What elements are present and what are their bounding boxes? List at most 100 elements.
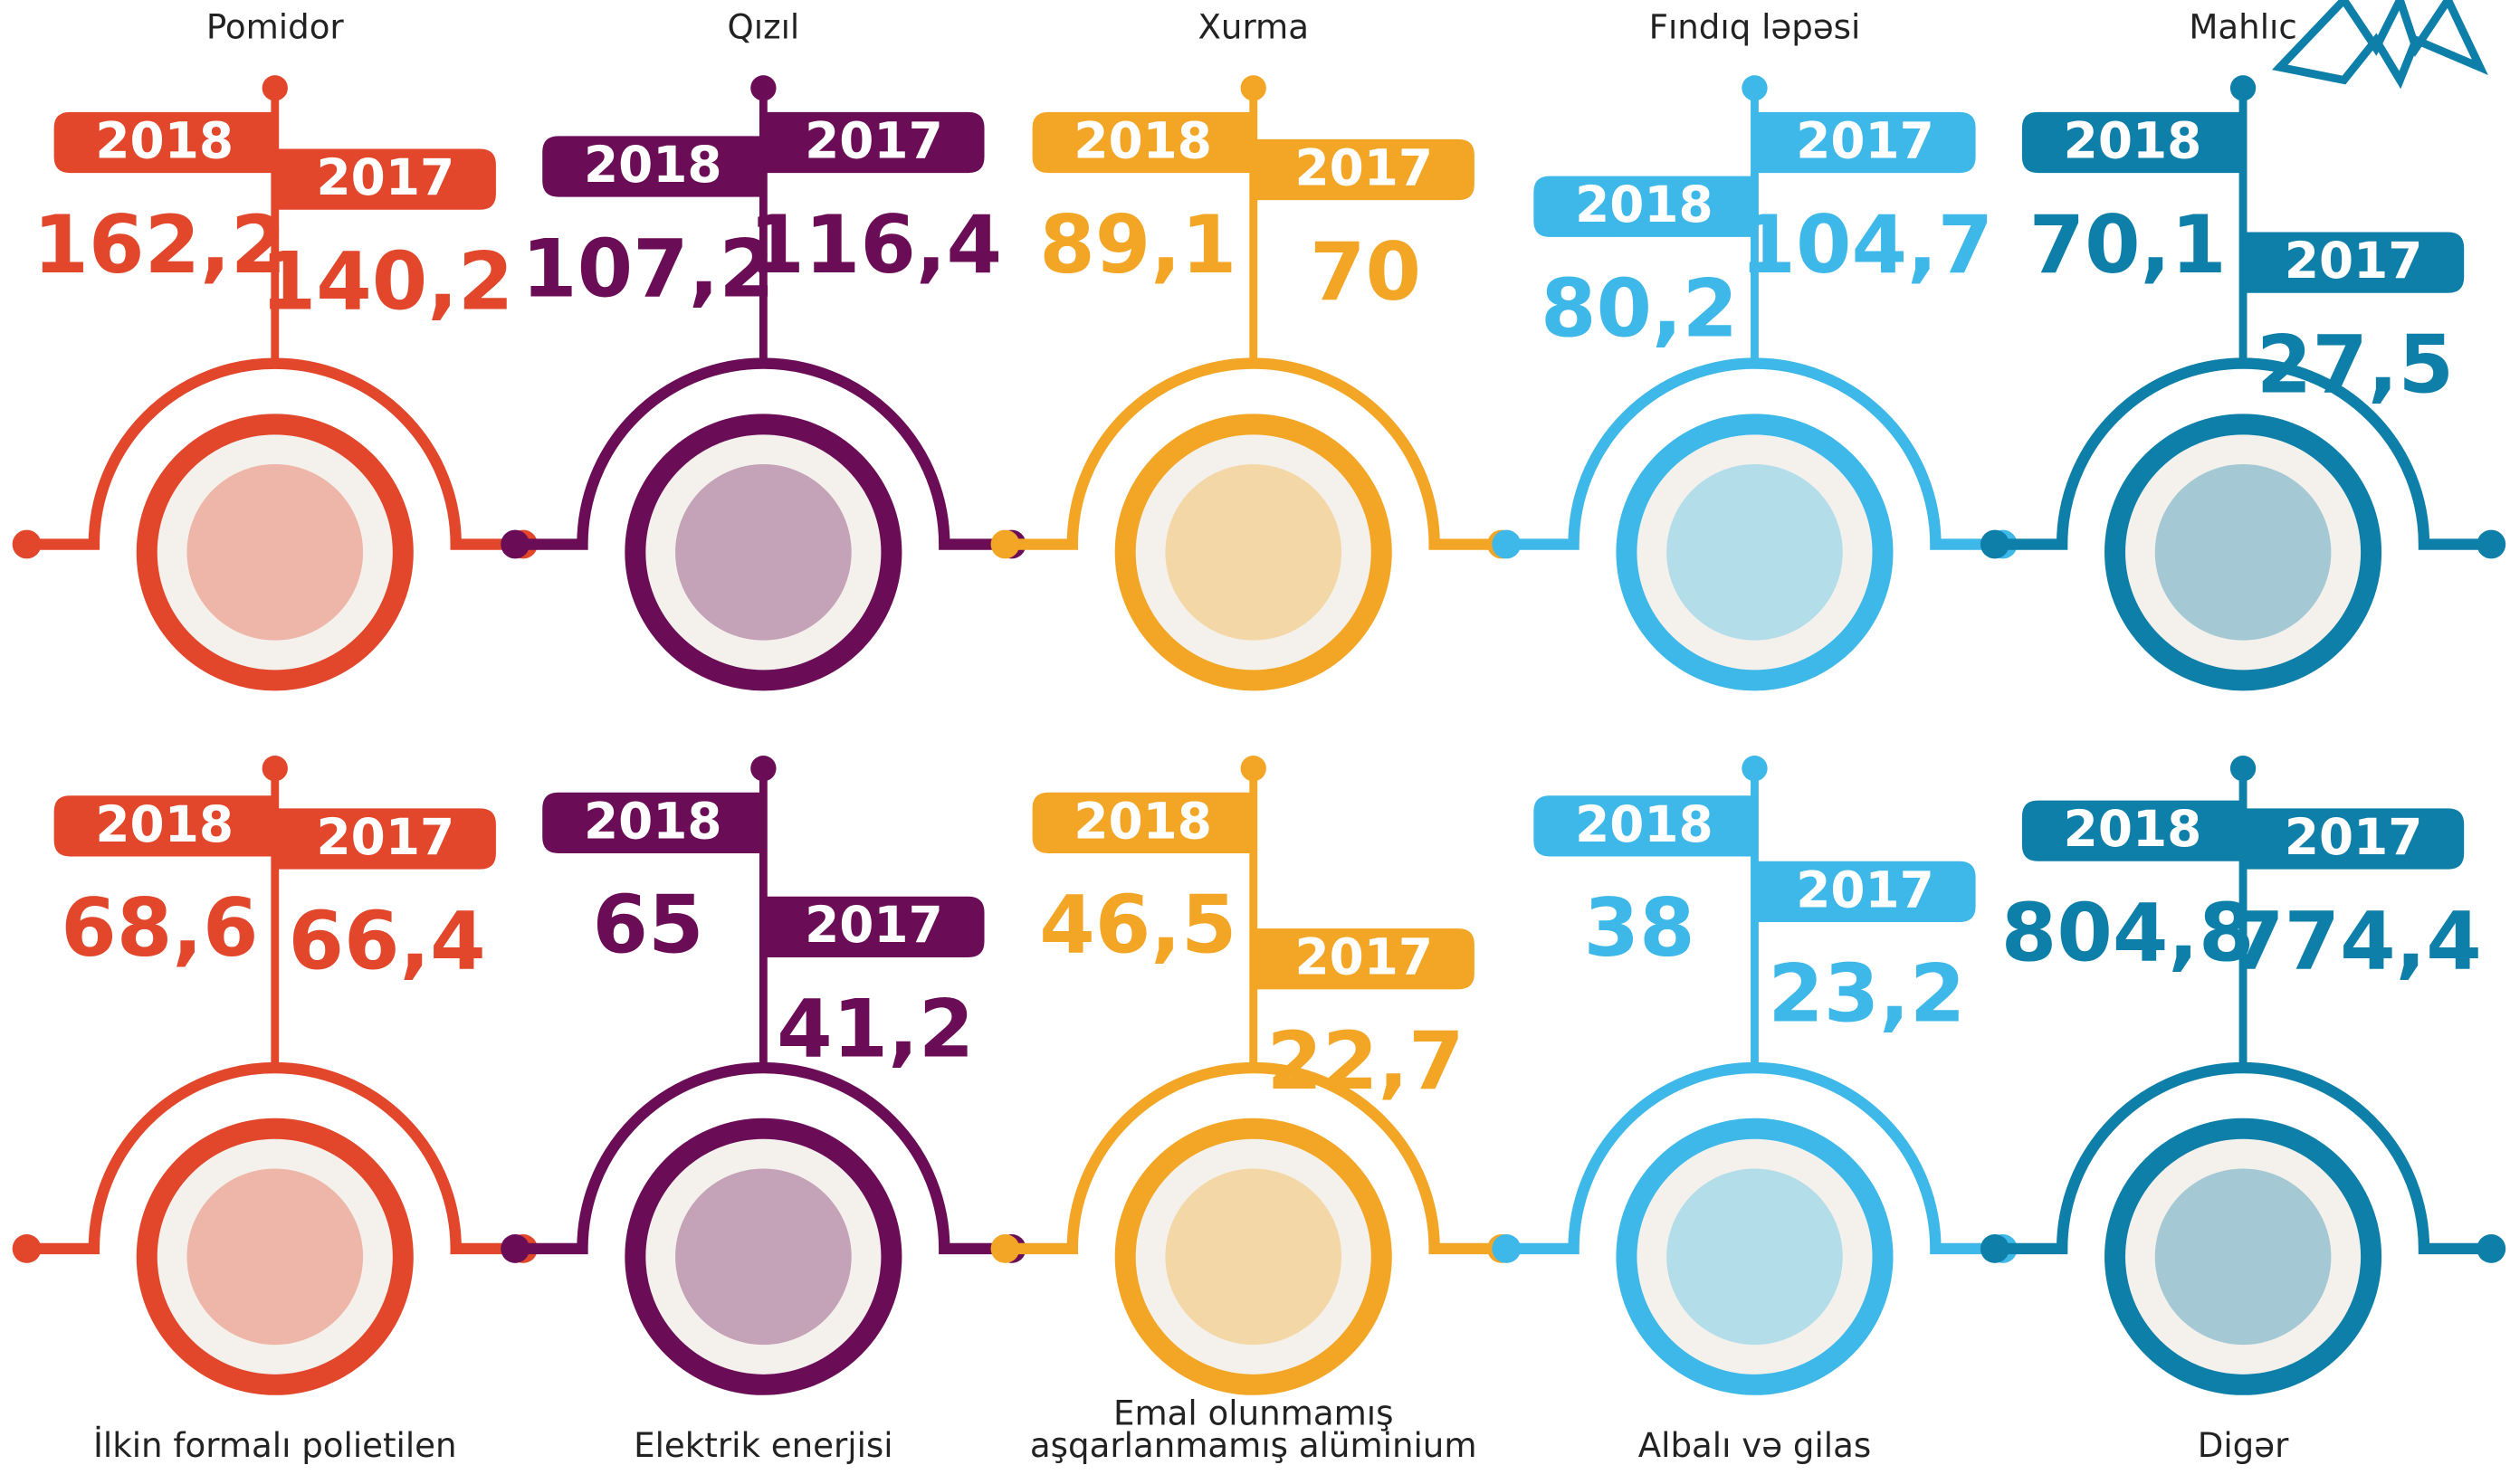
item: 2018 80,2 2017 104,7 Fındıq ləpəsi	[1492, 7, 2018, 691]
dot	[2477, 1234, 2506, 1263]
arc	[515, 1061, 1012, 1255]
year-label: 2017	[805, 896, 943, 954]
item-name: Xurma	[1198, 7, 1309, 46]
arc	[26, 357, 523, 550]
year-tag	[2021, 111, 2244, 174]
year-label: 2018	[2064, 111, 2202, 169]
value-label: 774,4	[2228, 894, 2482, 987]
year-label: 2017	[1796, 861, 1934, 918]
year-label: 2018	[2064, 800, 2202, 858]
image	[186, 1168, 364, 1346]
value-label: 68,6	[61, 881, 258, 975]
year-tag	[1533, 176, 1755, 237]
year-label: 2018	[1074, 111, 1212, 169]
item-name: İlkin formalı polietilen	[93, 1426, 457, 1465]
dot	[2229, 75, 2257, 101]
value-label: 107,2	[521, 222, 775, 315]
item-name: Pomidor	[206, 7, 345, 46]
item-name: Mahlıc	[2189, 7, 2296, 46]
value-label: 65	[592, 879, 703, 972]
year-label: 2018	[1575, 176, 1713, 233]
value-label: 80,2	[1541, 262, 1738, 356]
dot	[1492, 529, 1522, 559]
value-label: 38	[1584, 881, 1695, 975]
dot	[1492, 1234, 1522, 1263]
image-ring	[625, 414, 902, 691]
image-ring	[1114, 1118, 1392, 1395]
value-label: 116,4	[749, 198, 1002, 291]
year-label: 2017	[317, 808, 455, 866]
arc	[1994, 1061, 2492, 1255]
image	[675, 1168, 852, 1346]
year-label: 2017	[1796, 111, 1934, 169]
dot	[12, 529, 42, 559]
year-label: 2017	[317, 148, 455, 206]
dot	[1742, 756, 1768, 782]
year-tag	[274, 148, 496, 210]
image-ring	[136, 414, 414, 691]
year-tag	[274, 808, 496, 870]
value-label: 140,2	[261, 234, 514, 328]
value-label: 104,7	[1740, 198, 1993, 291]
year-tag	[1032, 111, 1254, 174]
dot	[1240, 75, 1266, 101]
year-label: 2018	[95, 111, 234, 169]
dot	[990, 1234, 1020, 1263]
dot	[2477, 529, 2506, 559]
arc	[26, 1061, 523, 1255]
image	[2154, 464, 2332, 641]
year-tag	[542, 136, 764, 197]
image	[1666, 464, 1843, 641]
year-tag	[2021, 800, 2244, 861]
dot	[1240, 756, 1266, 782]
year-tag	[1253, 928, 1475, 990]
image	[1165, 464, 1342, 641]
year-label: 2018	[1575, 795, 1713, 853]
item: 2018 107,2 2017 116,4 Qızıl	[501, 7, 1026, 691]
image-ring	[1616, 1118, 1894, 1395]
dot	[501, 1234, 530, 1263]
year-label: 2017	[1294, 138, 1433, 196]
year-label: 2018	[584, 136, 722, 194]
image	[675, 464, 852, 641]
value-label: 23,2	[1768, 947, 1965, 1041]
year-tag	[1253, 138, 1475, 201]
dot	[1980, 1234, 2009, 1263]
item: 2018 68,6 2017 66,4 İlkin formalı polietilen	[12, 756, 538, 1465]
image-ring	[2104, 1118, 2382, 1395]
year-label: 2017	[1294, 928, 1433, 986]
item: 2018 70,1 2017 27,5 Mahlıc	[1980, 7, 2506, 691]
item-name: Albalı və gilas	[1638, 1426, 1871, 1465]
arc	[1994, 357, 2492, 550]
year-tag	[53, 111, 275, 174]
value-label: 804,8	[2001, 886, 2255, 979]
image-ring	[1114, 414, 1392, 691]
year-tag	[1032, 792, 1254, 853]
image-ring	[136, 1118, 414, 1395]
image-ring	[625, 1118, 902, 1395]
dot	[12, 1234, 42, 1263]
dot	[1980, 529, 2009, 559]
value-label: 162,2	[33, 198, 287, 291]
year-tag	[763, 111, 985, 174]
arc	[1506, 1061, 2003, 1255]
year-tag	[1754, 861, 1976, 923]
year-label: 2017	[2285, 232, 2423, 290]
dot	[750, 756, 777, 782]
value-label: 70	[1310, 225, 1421, 319]
year-label: 2018	[95, 795, 234, 853]
value-label: 66,4	[289, 894, 486, 987]
image	[186, 464, 364, 641]
item: 2018 89,1 2017 70 Xurma	[990, 7, 1516, 691]
year-tag	[763, 896, 985, 957]
value-label: 46,5	[1039, 879, 1236, 972]
arc	[1506, 357, 2003, 550]
dot	[750, 75, 777, 101]
year-tag	[53, 795, 275, 857]
item: 2018 804,8 2017 774,4 Digər	[1980, 756, 2506, 1465]
image	[1666, 1168, 1843, 1346]
ribbon	[2272, 0, 2488, 90]
item: 2018 65 2017 41,2 Elektrik enerjisi	[501, 756, 1026, 1465]
value-label: 27,5	[2257, 318, 2454, 411]
